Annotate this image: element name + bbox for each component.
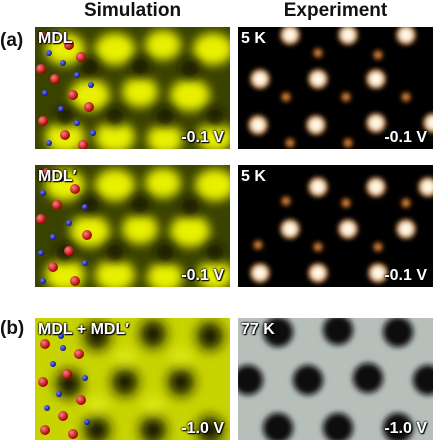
simulation-panel-mdl-combined: MDL + MDL′ -1.0 V	[35, 318, 230, 440]
temperature-label: 5 K	[241, 30, 266, 47]
simulation-image	[35, 318, 230, 440]
bias-voltage-label: -0.1 V	[181, 129, 224, 146]
stm-image	[238, 318, 433, 440]
simulation-panel-mdl: MDL -0.1 V	[35, 27, 230, 149]
row-label-a: (a)	[0, 30, 24, 51]
panel-label: MDL + MDL′	[38, 321, 130, 338]
temperature-label: 77 K	[241, 321, 275, 338]
bias-voltage-label: -0.1 V	[384, 129, 427, 146]
atom-model	[36, 168, 92, 286]
stm-image	[238, 27, 433, 149]
experiment-panel-5k-b: 5 K -0.1 V	[238, 165, 433, 287]
bias-voltage-label: -0.1 V	[181, 267, 224, 284]
atom-model	[38, 333, 90, 439]
experiment-panel-5k-a: 5 K -0.1 V	[238, 27, 433, 149]
row-label-b: (b)	[0, 318, 25, 339]
simulation-image	[35, 165, 230, 287]
atom-model	[36, 30, 96, 149]
panel-label: MDL′	[38, 168, 77, 185]
stm-image	[238, 165, 433, 287]
simulation-image	[35, 27, 230, 149]
column-header-simulation: Simulation	[83, 0, 182, 21]
bias-voltage-label: -1.0 V	[181, 420, 224, 437]
temperature-label: 5 K	[241, 168, 266, 185]
bias-voltage-label: -0.1 V	[384, 267, 427, 284]
column-header-experiment: Experiment	[283, 0, 388, 21]
bias-voltage-label: -1.0 V	[384, 420, 427, 437]
experiment-panel-77k: 77 K -1.0 V	[238, 318, 433, 440]
simulation-panel-mdl-prime: MDL′ -0.1 V	[35, 165, 230, 287]
panel-label: MDL	[38, 30, 73, 47]
